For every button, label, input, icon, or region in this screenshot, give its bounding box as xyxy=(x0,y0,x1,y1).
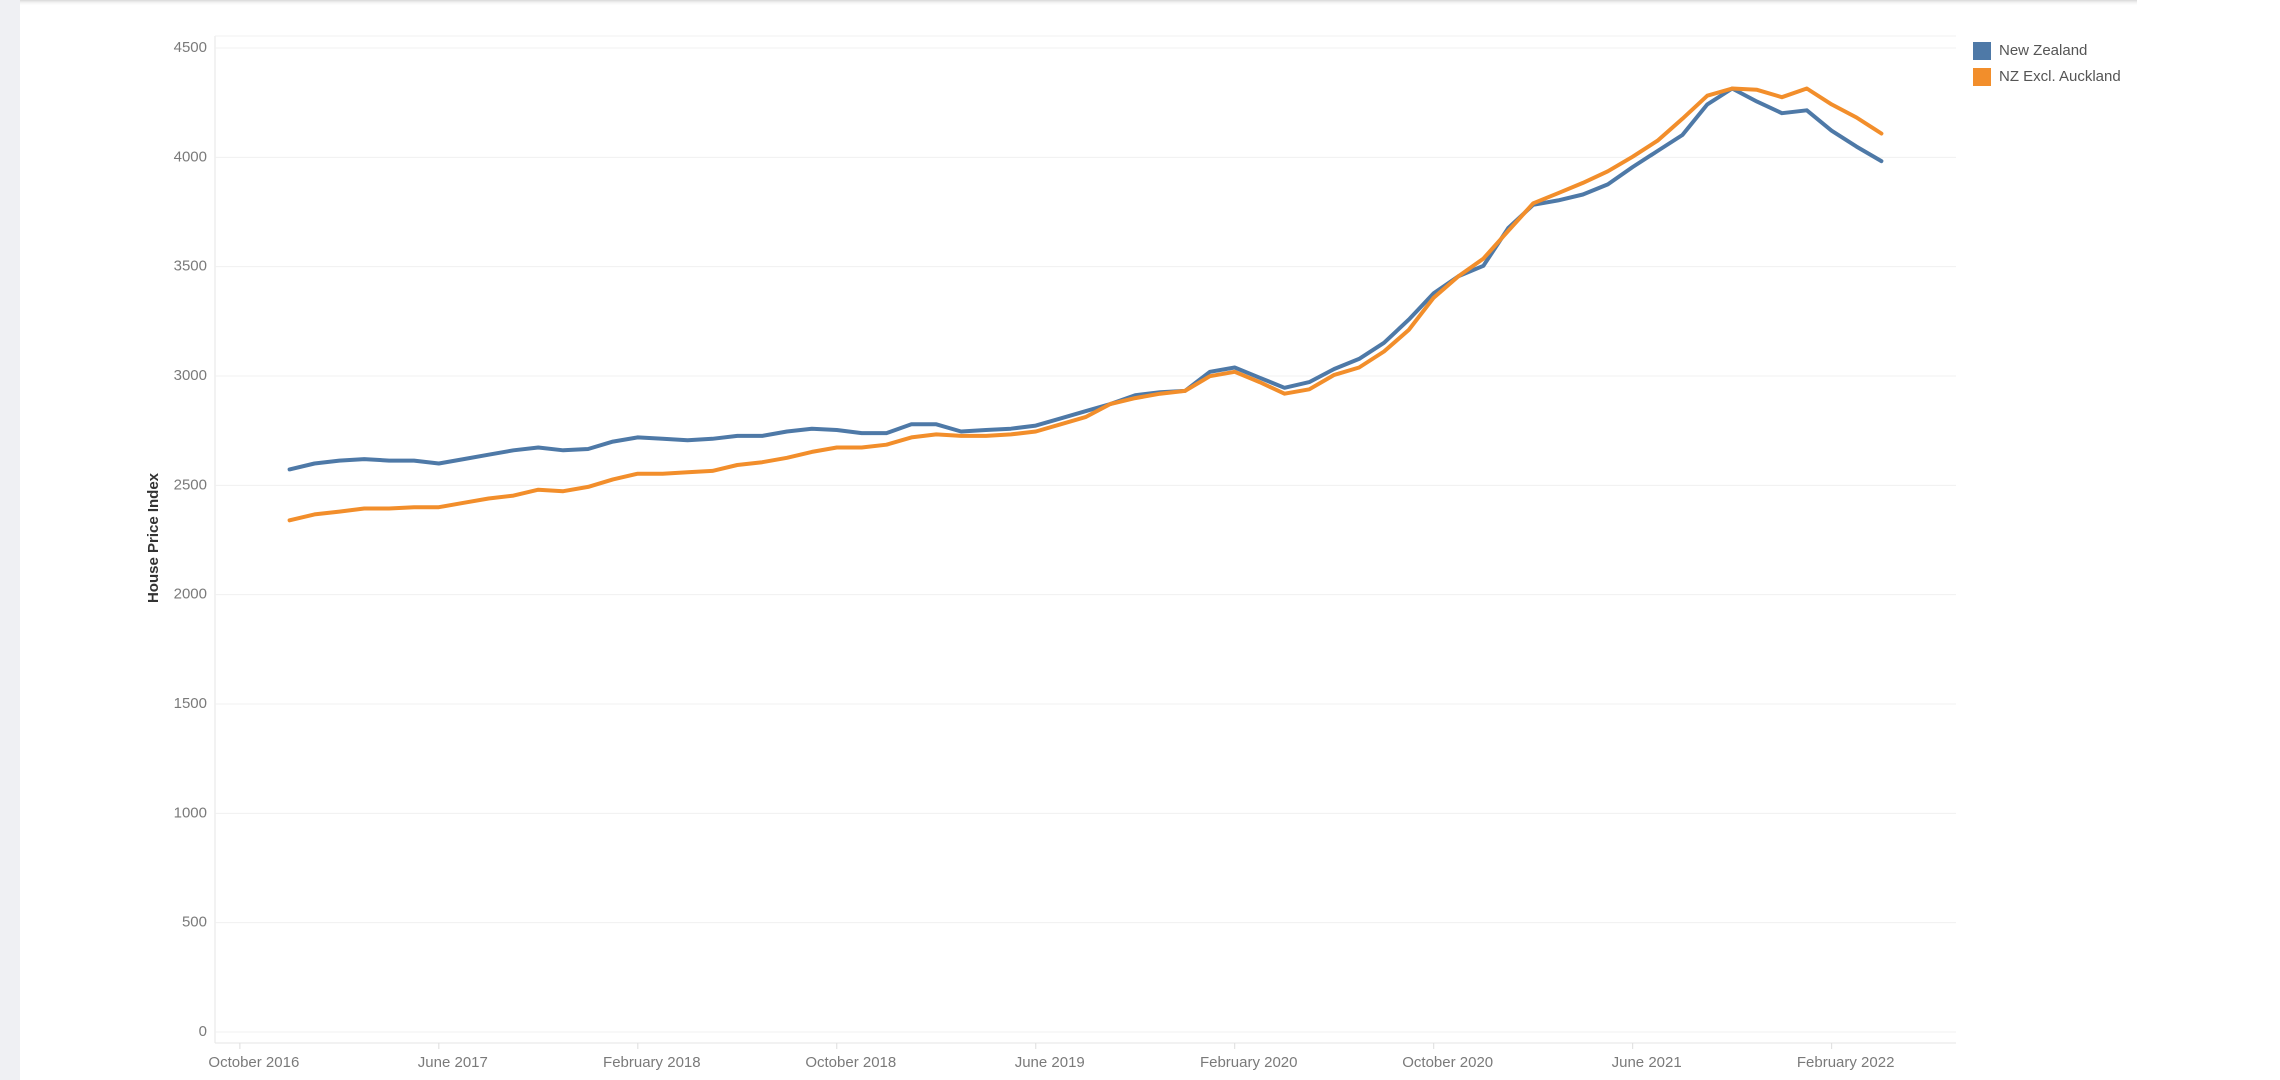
y-tick-label: 4000 xyxy=(174,148,207,165)
x-tick-label: October 2020 xyxy=(1402,1054,1493,1071)
y-tick-label: 1500 xyxy=(174,695,207,712)
y-tick-label: 500 xyxy=(182,914,207,931)
y-tick-label: 0 xyxy=(199,1023,207,1040)
y-tick-label: 3000 xyxy=(174,367,207,384)
x-tick-label: October 2018 xyxy=(805,1054,896,1071)
series-line xyxy=(287,86,1884,523)
y-tick-label: 4500 xyxy=(174,39,207,56)
y-tick-label: 2000 xyxy=(174,586,207,603)
legend-label: New Zealand xyxy=(1999,42,2087,59)
legend-swatch xyxy=(1973,68,1991,86)
x-tick-label: February 2018 xyxy=(603,1054,701,1071)
x-tick-label: October 2016 xyxy=(208,1054,299,1071)
x-tick-label: June 2021 xyxy=(1612,1054,1682,1071)
y-axis-title: House Price Index xyxy=(145,472,162,603)
x-tick-label: June 2017 xyxy=(418,1054,488,1071)
x-tick-label: June 2019 xyxy=(1015,1054,1085,1071)
top-shadow xyxy=(20,0,2137,6)
x-tick-label: February 2020 xyxy=(1200,1054,1298,1071)
side-strip xyxy=(0,0,20,1080)
legend-swatch xyxy=(1973,42,1991,60)
x-tick-label: February 2022 xyxy=(1797,1054,1895,1071)
y-tick-label: 1000 xyxy=(174,804,207,821)
y-tick-label: 3500 xyxy=(174,258,207,275)
legend-label: NZ Excl. Auckland xyxy=(1999,68,2121,85)
y-tick-label: 2500 xyxy=(174,476,207,493)
series-line xyxy=(287,86,1884,472)
